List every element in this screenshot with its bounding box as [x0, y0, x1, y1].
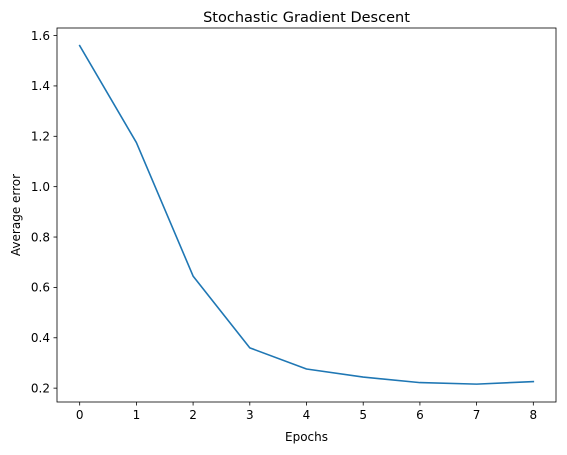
x-tick-label: 7 [473, 408, 481, 422]
x-tick-label: 1 [133, 408, 141, 422]
x-tick-label: 0 [76, 408, 84, 422]
x-tick-label: 5 [359, 408, 367, 422]
y-tick-label: 0.8 [31, 230, 50, 244]
x-tick-label: 6 [416, 408, 424, 422]
y-tick-label: 1.6 [31, 29, 50, 43]
x-tick-label: 8 [529, 408, 537, 422]
series-line-0 [78, 44, 535, 385]
y-axis-label: Average error [9, 174, 23, 256]
x-axis: 0 1 2 3 4 5 6 7 8 [76, 402, 537, 422]
x-tick-label: 2 [189, 408, 197, 422]
y-tick-label: 1.4 [31, 79, 50, 93]
y-tick-label: 0.4 [31, 331, 50, 345]
y-tick-label: 1.0 [31, 180, 50, 194]
y-tick-label: 0.2 [31, 381, 50, 395]
series-layer [78, 44, 535, 385]
plot-area-frame [56, 27, 557, 403]
x-tick-label: 3 [246, 408, 254, 422]
y-tick-label: 1.2 [31, 130, 50, 144]
y-axis: 0.2 0.4 0.6 0.8 1.0 1.2 1.4 1.6 [31, 29, 57, 395]
x-tick-label: 4 [303, 408, 311, 422]
x-axis-label: Epochs [285, 430, 328, 444]
chart-title: Stochastic Gradient Descent [203, 10, 410, 26]
y-tick-label: 0.6 [31, 281, 50, 295]
